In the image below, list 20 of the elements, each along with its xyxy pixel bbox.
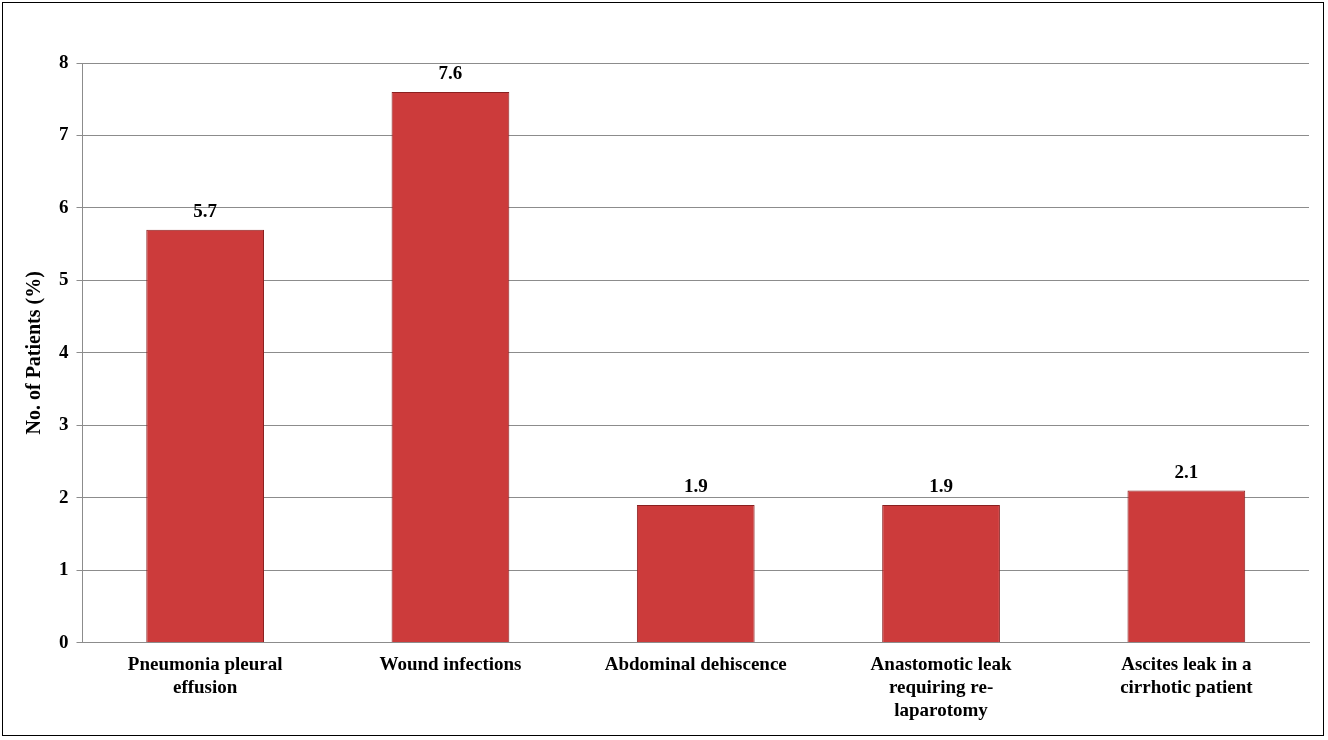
- y-tick-label: 6: [59, 195, 69, 217]
- x-tick-label: Abdominal dehiscence: [604, 652, 787, 674]
- y-tick-label: 2: [59, 485, 69, 507]
- y-tick-label: 7: [59, 123, 69, 145]
- x-tick-label: Anastomotic leak requiring re-laparotomy: [870, 652, 1012, 720]
- y-tick-label: 3: [59, 413, 69, 435]
- y-tick-label: 0: [59, 630, 69, 652]
- data-label: 1.9: [683, 475, 708, 497]
- x-tick-label: Ascites leak in a cirrhotic patient: [1120, 652, 1254, 697]
- y-tick-label: 1: [59, 558, 69, 580]
- data-label: 2.1: [1174, 460, 1199, 482]
- data-label: 5.7: [193, 200, 218, 222]
- x-tick-label: Wound infections: [379, 652, 522, 674]
- data-label: 1.9: [929, 475, 953, 497]
- y-tick-label: 8: [59, 50, 69, 72]
- y-axis-title: No. of Patients (%): [22, 271, 46, 435]
- y-tick-label: 4: [59, 340, 69, 362]
- x-tick-label: Pneumonia pleural effusion: [127, 652, 283, 697]
- data-label: 7.6: [438, 62, 463, 84]
- y-tick-label: 5: [59, 268, 69, 290]
